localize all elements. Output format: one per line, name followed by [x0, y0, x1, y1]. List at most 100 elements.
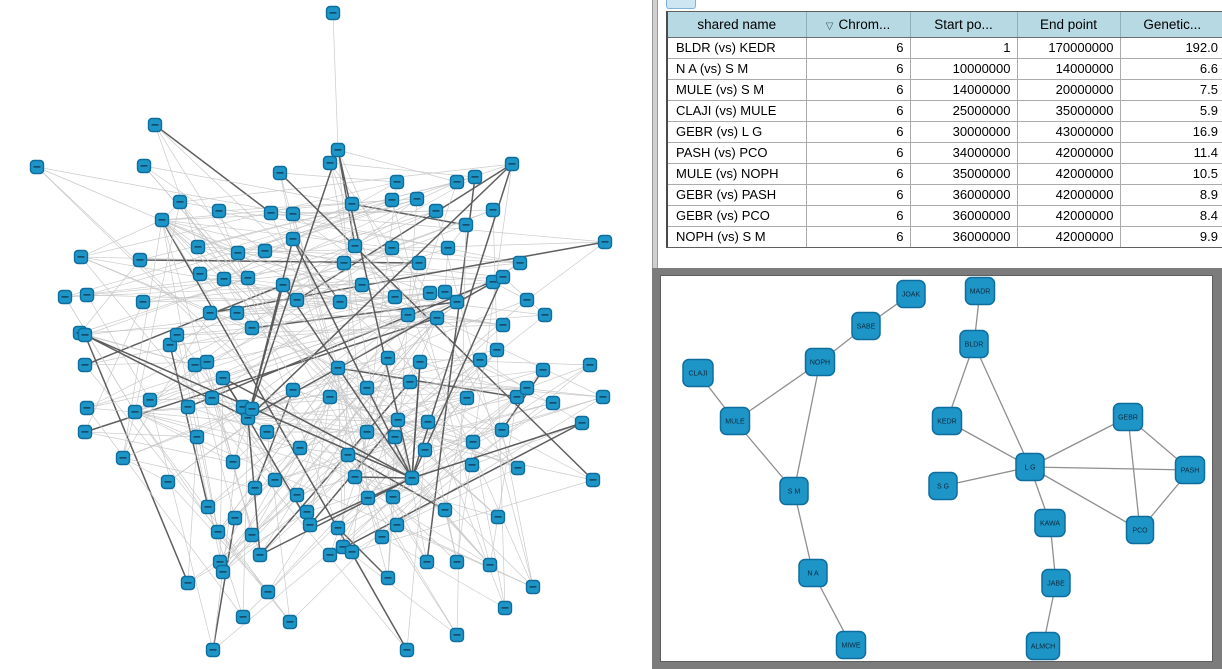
cell-value[interactable]: 6 [806, 226, 911, 247]
network-node[interactable] [458, 217, 474, 233]
network-node[interactable] [285, 231, 301, 247]
cell-value[interactable]: 42000000 [1017, 184, 1121, 206]
network-node[interactable] [322, 155, 338, 171]
network-node-gebr[interactable]: GEBR [1112, 402, 1144, 432]
network-node[interactable] [497, 600, 513, 616]
cell-value[interactable]: 14000000 [1017, 58, 1121, 80]
table-row[interactable]: BLDR (vs) KEDR 6 1 170000000 192.0 [668, 37, 1222, 59]
column-header-genetic-[interactable]: Genetic... [1120, 12, 1222, 38]
cell-value[interactable]: 35000000 [1017, 100, 1121, 122]
cell-value[interactable]: 8.9 [1120, 184, 1222, 206]
cell-value[interactable]: 30000000 [910, 121, 1018, 143]
cell-value[interactable]: 36000000 [910, 205, 1018, 227]
network-node[interactable] [275, 277, 291, 293]
network-node[interactable] [459, 390, 475, 406]
network-node[interactable] [216, 271, 232, 287]
cell-shared-name[interactable]: CLAJI (vs) MULE [668, 100, 807, 122]
cell-value[interactable]: 42000000 [1017, 226, 1121, 247]
network-node[interactable] [215, 564, 231, 580]
network-node[interactable] [387, 429, 403, 445]
cell-value[interactable]: 6 [806, 58, 911, 80]
network-node[interactable] [142, 392, 158, 408]
network-node-madr[interactable]: MADR [964, 276, 996, 306]
network-node[interactable] [512, 255, 528, 271]
network-node[interactable] [192, 266, 208, 282]
cell-value[interactable]: 6.6 [1120, 58, 1222, 80]
network-node[interactable] [440, 240, 456, 256]
secondary-network-canvas[interactable]: JOAK SABE NOPH CLAJI MULE S M N A MIWE MADR BLDR K… [660, 275, 1213, 662]
table-row[interactable]: GEBR (vs) PCO 6 36000000 42000000 8.4 [668, 205, 1222, 227]
network-node[interactable] [272, 165, 288, 181]
network-node-s-g[interactable]: S G [928, 471, 958, 501]
network-node[interactable] [73, 249, 89, 265]
network-node[interactable] [389, 517, 405, 533]
network-node[interactable] [409, 191, 425, 207]
cell-value[interactable]: 11.4 [1120, 142, 1222, 164]
network-node[interactable] [336, 255, 352, 271]
network-node[interactable] [412, 354, 428, 370]
cell-value[interactable]: 6 [806, 100, 911, 122]
network-node[interactable] [322, 547, 338, 563]
network-node[interactable] [354, 277, 370, 293]
table-row[interactable]: PASH (vs) PCO 6 34000000 42000000 11.4 [668, 142, 1222, 164]
network-node[interactable] [384, 240, 400, 256]
network-node-noph[interactable]: NOPH [804, 347, 836, 377]
main-network-canvas[interactable] [0, 0, 652, 669]
network-node[interactable] [244, 527, 260, 543]
network-node[interactable] [77, 424, 93, 440]
network-node[interactable] [285, 382, 301, 398]
cell-value[interactable]: 43000000 [1017, 121, 1121, 143]
network-node[interactable] [227, 510, 243, 526]
network-node[interactable] [585, 472, 601, 488]
network-node[interactable] [504, 156, 520, 172]
network-node[interactable] [172, 194, 188, 210]
cell-value[interactable]: 36000000 [910, 226, 1018, 247]
network-node[interactable] [495, 317, 511, 333]
network-node[interactable] [259, 424, 275, 440]
cell-value[interactable]: 6 [806, 37, 911, 59]
cell-value[interactable]: 5.9 [1120, 100, 1222, 122]
network-node[interactable] [147, 117, 163, 133]
network-node[interactable] [180, 575, 196, 591]
network-node[interactable] [263, 205, 279, 221]
network-node[interactable] [127, 404, 143, 420]
network-node[interactable] [115, 450, 131, 466]
network-node[interactable] [535, 362, 551, 378]
network-node[interactable] [464, 457, 480, 473]
network-node[interactable] [419, 554, 435, 570]
network-node[interactable] [360, 490, 376, 506]
network-node[interactable] [359, 380, 375, 396]
network-node[interactable] [330, 142, 346, 158]
network-node[interactable] [347, 238, 363, 254]
filter-icon[interactable]: ▽ [825, 20, 834, 32]
network-node[interactable] [574, 415, 590, 431]
cell-value[interactable]: 36000000 [910, 184, 1018, 206]
network-node[interactable] [347, 469, 363, 485]
network-node[interactable] [422, 285, 438, 301]
network-node[interactable] [449, 174, 465, 190]
cell-value[interactable]: 7.5 [1120, 79, 1222, 101]
network-node[interactable] [160, 474, 176, 490]
network-node[interactable] [384, 192, 400, 208]
cell-value[interactable]: 10.5 [1120, 163, 1222, 185]
cell-shared-name[interactable]: BLDR (vs) KEDR [668, 37, 807, 59]
table-row[interactable]: N A (vs) S M 6 10000000 14000000 6.6 [668, 58, 1222, 80]
network-node[interactable] [244, 401, 260, 417]
cell-value[interactable]: 6 [806, 142, 911, 164]
network-node[interactable] [545, 395, 561, 411]
cell-value[interactable]: 16.9 [1120, 121, 1222, 143]
cell-shared-name[interactable]: NOPH (vs) S M [668, 226, 807, 247]
network-node[interactable] [411, 255, 427, 271]
network-node[interactable] [322, 389, 338, 405]
network-node[interactable] [402, 374, 418, 390]
network-node[interactable] [135, 294, 151, 310]
network-node[interactable] [204, 390, 220, 406]
cell-value[interactable]: 42000000 [1017, 142, 1121, 164]
network-node-jabe[interactable]: JABE [1041, 568, 1071, 598]
network-node[interactable] [417, 442, 433, 458]
network-node[interactable] [302, 517, 318, 533]
network-node[interactable] [509, 389, 525, 405]
network-node-bldr[interactable]: BLDR [959, 329, 989, 359]
network-node-l-g[interactable]: L G [1015, 452, 1045, 482]
network-node[interactable] [472, 352, 488, 368]
